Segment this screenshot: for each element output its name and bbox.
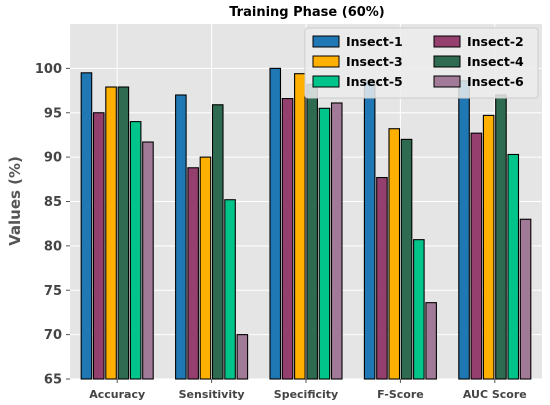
bar-insect-1-sensitivity	[175, 94, 187, 380]
chart-title: Training Phase (60%)	[229, 5, 385, 20]
bar-insect-3-sensitivity	[199, 156, 212, 380]
bar-insect-6-specificity	[330, 102, 343, 380]
bar-insect-6-accuracy	[142, 141, 154, 380]
y-tick-label: 70	[44, 328, 62, 343]
bar-insect-5-accuracy	[129, 121, 142, 380]
bar-insect-1-auc-score	[458, 80, 470, 380]
y-tick-label: 65	[44, 373, 62, 388]
bar-insect-6-auc-score	[519, 218, 532, 380]
legend-swatch	[312, 55, 340, 68]
x-tick-label: F-Score	[377, 388, 424, 401]
legend-swatch	[433, 75, 461, 88]
y-tick-label: 90	[44, 151, 62, 166]
bar-insect-4-sensitivity	[211, 104, 224, 380]
x-tick-label: AUC Score	[463, 388, 527, 401]
y-tick-label: 95	[44, 106, 62, 121]
bars	[80, 67, 532, 380]
bar-insect-5-sensitivity	[224, 199, 236, 380]
bar-insect-5-auc-score	[507, 153, 520, 380]
legend-label: Insect-5	[346, 74, 403, 89]
bar-insect-5-f-score	[413, 239, 425, 380]
bar-insect-1-specificity	[269, 67, 282, 380]
x-tick-label: Sensitivity	[179, 388, 245, 401]
bar-insect-5-specificity	[318, 107, 331, 380]
bar-insect-6-f-score	[425, 302, 437, 380]
y-tick-label: 75	[44, 284, 62, 299]
legend-label: Insect-4	[467, 54, 524, 69]
bar-insect-3-f-score	[388, 128, 401, 380]
y-tick-label: 85	[44, 195, 62, 210]
bar-insect-6-sensitivity	[236, 334, 249, 380]
bar-insect-1-accuracy	[80, 72, 93, 380]
legend: Insect-1 Insect-2 Insect-3 Insect-4 Insect-5…	[304, 27, 539, 99]
bar-insect-2-specificity	[281, 98, 294, 380]
bar-insect-2-accuracy	[92, 112, 105, 380]
bar-insect-4-f-score	[400, 138, 413, 380]
y-tick-label: 80	[44, 239, 62, 254]
legend-label: Insect-2	[467, 34, 524, 49]
legend-swatch	[312, 35, 340, 48]
bar-insect-3-auc-score	[482, 114, 495, 380]
bar-insect-2-sensitivity	[187, 167, 199, 380]
legend-box	[304, 27, 539, 99]
bar-insect-4-accuracy	[117, 86, 130, 380]
bar-insect-2-f-score	[376, 176, 388, 380]
bar-insect-4-specificity	[306, 83, 318, 380]
bar-insect-2-auc-score	[470, 132, 483, 380]
bar-insect-4-auc-score	[495, 94, 507, 380]
legend-label: Insect-3	[346, 54, 403, 69]
x-tick-label: Specificity	[274, 388, 338, 401]
bar-insect-1-f-score	[363, 80, 376, 380]
bar-insect-3-accuracy	[105, 86, 117, 380]
legend-label: Insect-1	[346, 34, 403, 49]
y-tick-label: 100	[35, 62, 62, 77]
bar-insect-3-specificity	[294, 73, 306, 380]
y-axis-label: Values (%)	[6, 156, 24, 246]
y-axis-ticks: 65 70 75 80 85 90 95 100	[35, 62, 70, 388]
legend-label: Insect-6	[467, 74, 524, 89]
x-axis-ticks: Accuracy Sensitivity Specificity F-Score AUC…	[89, 379, 527, 401]
legend-swatch	[433, 35, 461, 48]
legend-swatch	[312, 75, 340, 88]
legend-swatch	[433, 55, 461, 68]
x-tick-label: Accuracy	[89, 388, 145, 401]
